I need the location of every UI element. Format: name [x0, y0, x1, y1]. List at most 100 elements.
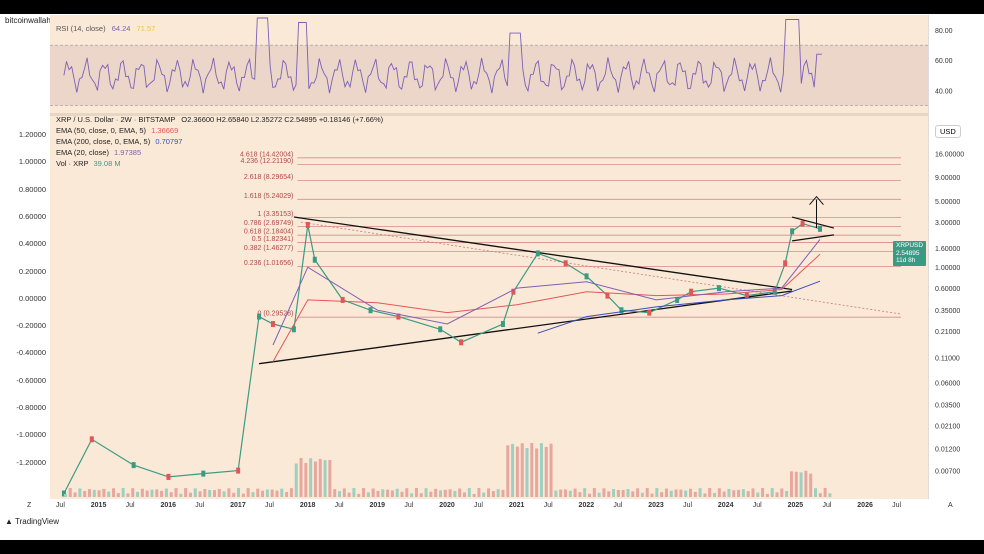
volume-bar	[174, 488, 178, 497]
volume-bar	[333, 489, 337, 497]
volume-bar	[636, 488, 640, 497]
time-axis-label: 2024	[717, 502, 734, 509]
volume-bar	[660, 492, 664, 497]
volume-bar	[813, 488, 817, 497]
chart-area[interactable]: 4.618 (14.42004) 4.236 (12.21190) 2.618 (8…	[50, 15, 928, 499]
volume-bar	[765, 493, 769, 497]
right-axis-tick: 0.03500	[935, 403, 960, 410]
volume-bar	[713, 493, 717, 497]
price-candle	[605, 292, 610, 299]
last-price-tag: XRPUSD 2.54895 11d 8h	[893, 241, 927, 266]
time-axis-label: 2021	[508, 502, 525, 509]
price-tag-time: 11d 8h	[896, 257, 916, 264]
volume-bar	[535, 448, 539, 497]
time-axis-label: Jul	[474, 502, 483, 509]
price-candle	[500, 321, 505, 328]
currency-button[interactable]: USD	[935, 125, 961, 138]
time-axis-label: 2025	[787, 502, 804, 509]
volume-bar	[559, 489, 563, 497]
price-candle	[563, 260, 568, 267]
price-candle	[689, 288, 694, 295]
volume-bar	[443, 489, 447, 497]
tradingview-logo-icon: ▲	[5, 517, 13, 526]
price-tag-symbol: XRPUSD	[896, 242, 924, 249]
flag-upper-line	[791, 216, 835, 229]
volume-bar	[121, 488, 125, 497]
volume-bar	[573, 488, 577, 497]
time-axis-label: Jul	[404, 502, 414, 509]
price-candle	[291, 326, 296, 333]
time-axis-label: Jul	[683, 502, 693, 509]
volume-bar	[309, 458, 313, 497]
time-axis[interactable]: Jul 2015 Jul 2016 Jul 2017 Jul 2018 Jul 2019 Jul 20…	[50, 499, 928, 513]
volume-bar	[588, 493, 592, 497]
price-candle	[305, 222, 310, 229]
price-candle	[89, 436, 94, 443]
rsi-line	[63, 17, 822, 94]
price-candle	[340, 296, 345, 303]
volume-bar	[655, 488, 659, 497]
rsi-panel[interactable]	[50, 15, 928, 113]
price-candle	[201, 470, 206, 477]
zoom-reset-button[interactable]: Z	[27, 502, 32, 509]
price-candle	[236, 467, 241, 474]
time-axis-label: 2023	[648, 502, 664, 509]
volume-bar	[597, 492, 601, 497]
time-axis-label: 2019	[369, 502, 386, 509]
rsi-svg	[50, 17, 928, 106]
price-candle	[459, 339, 464, 346]
price-candle	[716, 285, 721, 292]
price-panel[interactable]: 4.618 (14.42004) 4.236 (12.21190) 2.618 (8…	[50, 116, 928, 499]
volume-bar	[73, 492, 77, 497]
time-axis-label: Jul	[55, 502, 65, 509]
time-axis-label: Jul	[264, 502, 274, 509]
price-candle	[800, 220, 805, 227]
volume-bar	[482, 492, 486, 497]
dotted-trendline	[300, 221, 901, 315]
price-candle	[61, 490, 66, 497]
volume-bar	[472, 493, 476, 497]
volume-bar	[313, 461, 317, 497]
rsi-band	[50, 45, 928, 106]
time-axis-label: Jul	[613, 502, 623, 509]
volume-bar	[602, 488, 606, 497]
volume-bar	[789, 471, 793, 497]
price-candle	[270, 321, 275, 328]
fib-label: 0.786 (2.69749)	[244, 220, 293, 227]
right-axis-tick: 1.00000	[935, 265, 960, 272]
volume-bar	[539, 443, 543, 497]
fib-label: 1 (3.35153)	[258, 211, 294, 218]
volume-bar	[501, 489, 505, 497]
volume-bar	[612, 489, 616, 497]
volume-bar	[511, 443, 515, 497]
left-axis-tick: 0.40000	[18, 239, 46, 249]
volume-bar	[785, 490, 789, 497]
right-axis-tick: 0.60000	[935, 286, 960, 293]
time-axis-label: Jul	[195, 502, 205, 509]
indicator-legend[interactable]: XRP / U.S. Dollar · 2W · BITSTAMP O2.366…	[56, 114, 383, 169]
rsi-legend[interactable]: RSI (14, close) 64.24 71.57	[56, 24, 155, 33]
series-line-3	[272, 239, 821, 346]
ema50-label: EMA (50, close, 0, EMA, 5)	[56, 126, 147, 135]
time-axis-label: Jul	[822, 502, 832, 509]
volume-bar	[698, 488, 702, 497]
volume-bar	[285, 492, 289, 497]
right-price-axis[interactable]: 16.00000 9.00000 5.00000 3.00000 1.60000 1.00…	[928, 15, 984, 499]
volume-bar	[756, 492, 760, 497]
symbol-name: XRP / U.S. Dollar · 2W · BITSTAMP	[56, 115, 176, 124]
ema20-value: 1.97385	[114, 148, 142, 157]
volume-bar	[63, 494, 67, 497]
auto-scale-button[interactable]: A	[948, 502, 953, 509]
panel-divider[interactable]	[50, 113, 928, 116]
price-candle	[396, 313, 401, 320]
volume-bar	[251, 492, 255, 497]
right-axis-tick: 0.02100	[935, 424, 960, 431]
price-candle	[131, 462, 136, 469]
volume-bar	[491, 491, 495, 497]
volume-bar	[386, 489, 390, 497]
volume-bar	[376, 490, 380, 497]
volume-bar	[487, 488, 491, 497]
time-axis-label: 2026	[857, 502, 873, 509]
footer-logo: ▲ TradingView	[5, 517, 59, 526]
volume-bar	[126, 493, 130, 497]
